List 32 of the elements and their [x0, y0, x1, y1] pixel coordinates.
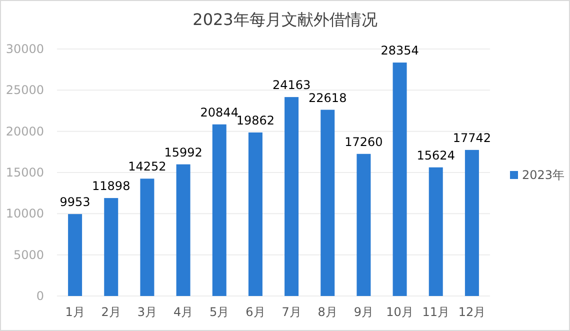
x-tick-label: 9月	[354, 305, 374, 319]
data-label: 9953	[60, 195, 90, 210]
y-tick-label: 10000	[6, 206, 44, 221]
y-tick-label: 25000	[6, 83, 44, 98]
data-label: 15624	[416, 148, 455, 162]
y-tick-label: 30000	[6, 42, 44, 56]
x-tick-label: 7月	[282, 305, 302, 319]
data-label: 20844	[200, 105, 238, 120]
x-tick-label: 11月	[422, 305, 450, 319]
data-label: 11898	[92, 179, 130, 194]
y-tick-label: 20000	[6, 124, 44, 138]
data-label: 14252	[128, 160, 166, 174]
data-label: 15992	[164, 145, 202, 160]
x-tick-label: 1月	[65, 305, 85, 319]
y-tick-label: 5000	[13, 248, 44, 262]
x-tick-label: 10月	[386, 305, 414, 319]
data-label: 24163	[272, 78, 311, 92]
legend-label: 2023年	[522, 168, 565, 182]
y-tick-label: 0	[36, 289, 44, 303]
x-tick-label: 6月	[246, 305, 266, 319]
x-tick-label: 3月	[137, 305, 158, 319]
data-label: 28354	[380, 44, 419, 58]
title: 2023年每月文献外借情况	[192, 10, 378, 29]
x-tick-label: 5月	[210, 305, 230, 319]
x-tick-label: 2月	[101, 305, 121, 319]
y-tick-label: 15000	[6, 166, 44, 180]
x-tick-label: 8月	[318, 305, 338, 319]
data-label: 17742	[452, 130, 492, 145]
data-label: 17260	[344, 134, 383, 149]
data-label: 22618	[308, 90, 347, 105]
x-tick-label: 12月	[458, 305, 486, 319]
x-tick-label: 4月	[173, 305, 194, 319]
